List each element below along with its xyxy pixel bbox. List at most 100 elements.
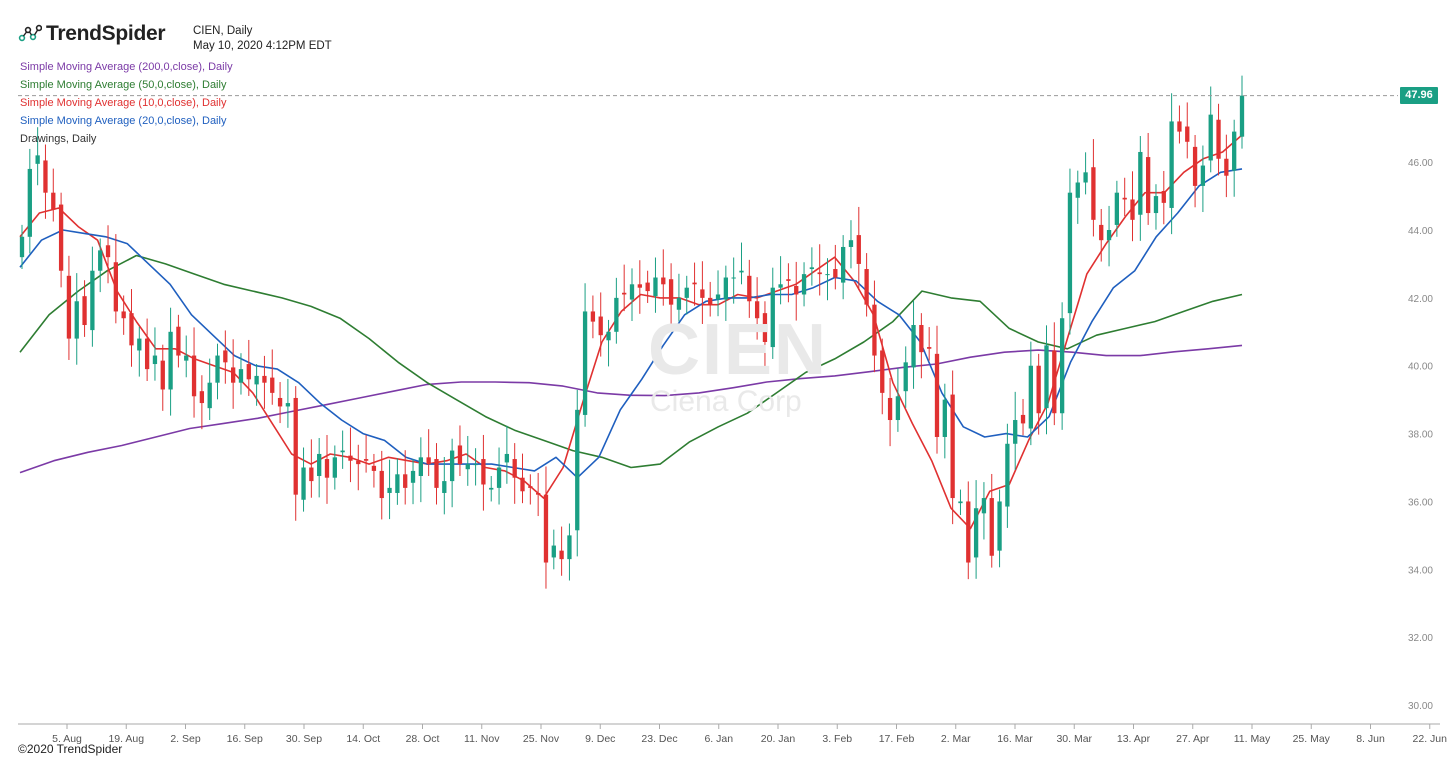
x-tick-label: 11. Nov — [464, 733, 500, 745]
candle-body — [465, 464, 470, 470]
x-tick-label: 17. Feb — [879, 733, 915, 745]
candle-body — [1161, 190, 1166, 203]
candle-body — [449, 450, 455, 482]
candle-body — [51, 192, 56, 210]
candle-body — [872, 304, 877, 356]
legend-sma-10[interactable]: Simple Moving Average (10,0,close), Dail… — [20, 97, 227, 109]
x-tick-label: 19. Aug — [108, 733, 144, 745]
candle-body — [661, 277, 666, 285]
candle-body — [676, 297, 682, 310]
candle-body — [1146, 157, 1151, 214]
brand-name: TrendSpider — [46, 22, 166, 45]
candle-body — [270, 377, 275, 393]
x-tick-label: 25. May — [1293, 733, 1331, 745]
candle-body — [950, 394, 955, 499]
x-tick-label: 3. Feb — [822, 733, 852, 745]
candle-body — [731, 277, 736, 279]
candle-body — [528, 486, 533, 488]
candle-body — [129, 313, 134, 346]
candle-body — [1208, 114, 1213, 161]
candle-body — [567, 535, 572, 560]
legend-sma-20[interactable]: Simple Moving Average (20,0,close), Dail… — [20, 115, 227, 127]
candle-body — [1185, 126, 1190, 142]
legend-sma-50[interactable]: Simple Moving Average (50,0,close), Dail… — [20, 79, 227, 91]
candle-body — [700, 289, 705, 298]
candle-body — [1059, 318, 1065, 414]
candle-body — [543, 494, 549, 563]
y-tick-label: 46.00 — [1408, 158, 1433, 169]
candle-body — [1020, 414, 1026, 424]
candle-body — [473, 464, 478, 466]
x-tick-label: 2. Mar — [941, 733, 971, 745]
candle-body — [536, 492, 541, 495]
candle-body — [575, 409, 580, 531]
candle-body — [223, 350, 228, 363]
candle-body — [927, 347, 932, 349]
candle-body — [246, 364, 251, 380]
candle-body — [285, 403, 291, 407]
x-tick-label: 28. Oct — [406, 733, 440, 745]
candle-body — [363, 459, 369, 461]
candle-body — [1114, 192, 1120, 225]
candle-body — [1067, 192, 1073, 314]
candle-body — [1224, 158, 1229, 176]
candle-body — [168, 331, 173, 390]
x-tick-label: 30. Sep — [286, 733, 322, 745]
y-axis: 30.00 32.00 34.00 36.00 38.00 40.00 42.00 44.00… — [1408, 158, 1433, 712]
candle-body — [668, 279, 674, 305]
x-tick-label: 27. Apr — [1176, 733, 1210, 745]
sma-line-2 — [19, 254, 1243, 469]
candle-body — [1153, 196, 1159, 214]
candle-body — [895, 396, 901, 421]
candle-body — [19, 236, 25, 258]
x-tick-label: 22. Jun — [1413, 733, 1448, 745]
candle-body — [66, 275, 72, 339]
candle-body — [1192, 146, 1198, 186]
candle-body — [1028, 365, 1033, 429]
candle-body — [825, 274, 830, 276]
y-tick-label: 42.00 — [1408, 294, 1433, 305]
candle-body — [160, 360, 165, 390]
candle-body — [880, 350, 885, 393]
candle-body — [371, 465, 377, 471]
legend-drawings[interactable]: Drawings, Daily — [20, 133, 97, 145]
candle-body — [606, 331, 611, 341]
legend-sma-200[interactable]: Simple Moving Average (200,0,close), Dai… — [20, 61, 233, 73]
candle-body — [809, 267, 815, 270]
candle-body — [410, 470, 416, 483]
candle-body — [144, 338, 150, 370]
candle-body — [481, 459, 486, 485]
symbol-info: CIEN, Daily May 10, 2020 4:12PM EDT — [193, 24, 332, 54]
candle-body — [98, 250, 103, 271]
candle-body — [1044, 345, 1049, 409]
candle-body — [762, 313, 768, 342]
candle-body — [457, 445, 463, 465]
candle-body — [137, 338, 142, 351]
candle-body — [1106, 230, 1112, 241]
candle-body — [942, 399, 947, 437]
candle-body — [1130, 199, 1135, 220]
candle-body — [1177, 121, 1182, 132]
candle-body — [786, 279, 791, 281]
candle-body — [332, 457, 337, 478]
brand-logo[interactable]: TrendSpider — [18, 22, 166, 46]
candle-body — [277, 397, 283, 407]
candle-body — [348, 455, 353, 461]
x-tick-label: 11. May — [1234, 733, 1271, 745]
sma-line-3 — [19, 134, 1243, 530]
candle-body — [35, 155, 40, 164]
candle-body — [590, 311, 596, 322]
candle-body — [403, 474, 408, 488]
candle-body — [387, 487, 392, 493]
candle-body — [395, 474, 400, 493]
candle-body — [903, 362, 908, 392]
candle-body — [90, 270, 95, 331]
candle-body — [1013, 420, 1018, 444]
candle-body — [684, 287, 689, 298]
candle-body — [199, 391, 205, 404]
candle-body — [1216, 119, 1221, 159]
candle-body — [1075, 182, 1080, 198]
chart-timestamp: May 10, 2020 4:12PM EDT — [193, 40, 332, 52]
candle-body — [418, 457, 423, 477]
